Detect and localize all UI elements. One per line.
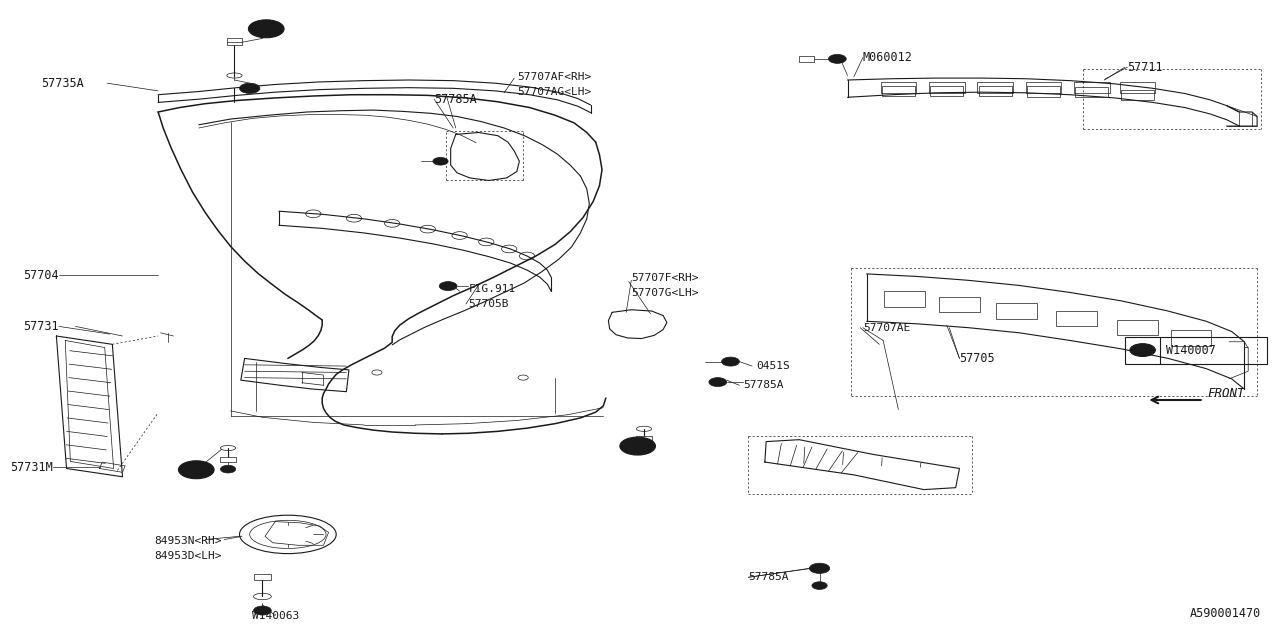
Circle shape [220,465,236,473]
Bar [978,86,1011,96]
Circle shape [248,20,284,38]
Text: 57707AF<RH>: 57707AF<RH> [517,72,591,82]
Circle shape [636,445,652,453]
Bar [1117,320,1158,335]
Text: 57785A: 57785A [749,572,788,582]
Circle shape [439,282,457,291]
Text: 57731M: 57731M [10,461,52,474]
Text: 57785A: 57785A [434,93,477,106]
Circle shape [828,54,846,63]
Circle shape [709,378,727,387]
Bar [929,82,965,93]
Bar [940,297,979,312]
Bar [1121,90,1155,100]
Bar [882,86,915,96]
Bar [1120,82,1156,93]
Circle shape [812,582,827,589]
Text: 57731: 57731 [23,320,59,333]
Bar [253,574,271,580]
Text: 1: 1 [193,465,200,475]
Text: FIG.911: FIG.911 [468,284,516,294]
Text: 57735A: 57735A [41,77,84,90]
Bar [220,457,236,462]
Text: 57705B: 57705B [468,299,509,309]
Text: W140063: W140063 [251,611,298,621]
Circle shape [253,606,271,615]
Bar [636,436,652,441]
Text: W140007: W140007 [1166,344,1216,356]
Bar [1025,82,1061,93]
Text: 57785A: 57785A [744,380,783,390]
Text: 57705: 57705 [960,352,995,365]
Bar [799,56,814,62]
Text: 57707AG<LH>: 57707AG<LH> [517,86,591,97]
Bar [227,38,242,45]
Circle shape [833,57,841,61]
Bar [977,82,1012,93]
Text: 57704: 57704 [23,269,59,282]
Circle shape [620,437,655,455]
Circle shape [433,157,448,165]
Bar [931,86,964,96]
Text: 84953N<RH>: 84953N<RH> [155,536,221,546]
Text: 57707AE: 57707AE [863,323,910,333]
Bar [884,291,925,307]
Bar [1075,87,1108,97]
Bar [1171,330,1211,346]
Bar [1074,82,1110,93]
Text: 57711: 57711 [1128,61,1164,74]
Bar [996,303,1037,319]
Text: 1: 1 [1139,345,1146,355]
Circle shape [1130,344,1156,356]
Text: FRONT: FRONT [1207,387,1245,400]
Bar [881,82,916,93]
Circle shape [239,83,260,93]
Circle shape [809,563,829,573]
Text: 84953D<LH>: 84953D<LH> [155,550,221,561]
Text: M060012: M060012 [863,51,913,64]
Bar [1027,86,1060,97]
Text: 0451S: 0451S [756,361,790,371]
Bar [1056,311,1097,326]
Circle shape [178,461,214,479]
Text: 57707G<LH>: 57707G<LH> [631,288,699,298]
Circle shape [259,609,266,612]
Circle shape [244,86,255,91]
Bar [1125,337,1267,364]
Text: 1: 1 [264,24,269,34]
Circle shape [722,357,740,366]
Text: A590001470: A590001470 [1189,607,1261,620]
Text: 57707F<RH>: 57707F<RH> [631,273,699,284]
Text: 1: 1 [635,441,641,451]
